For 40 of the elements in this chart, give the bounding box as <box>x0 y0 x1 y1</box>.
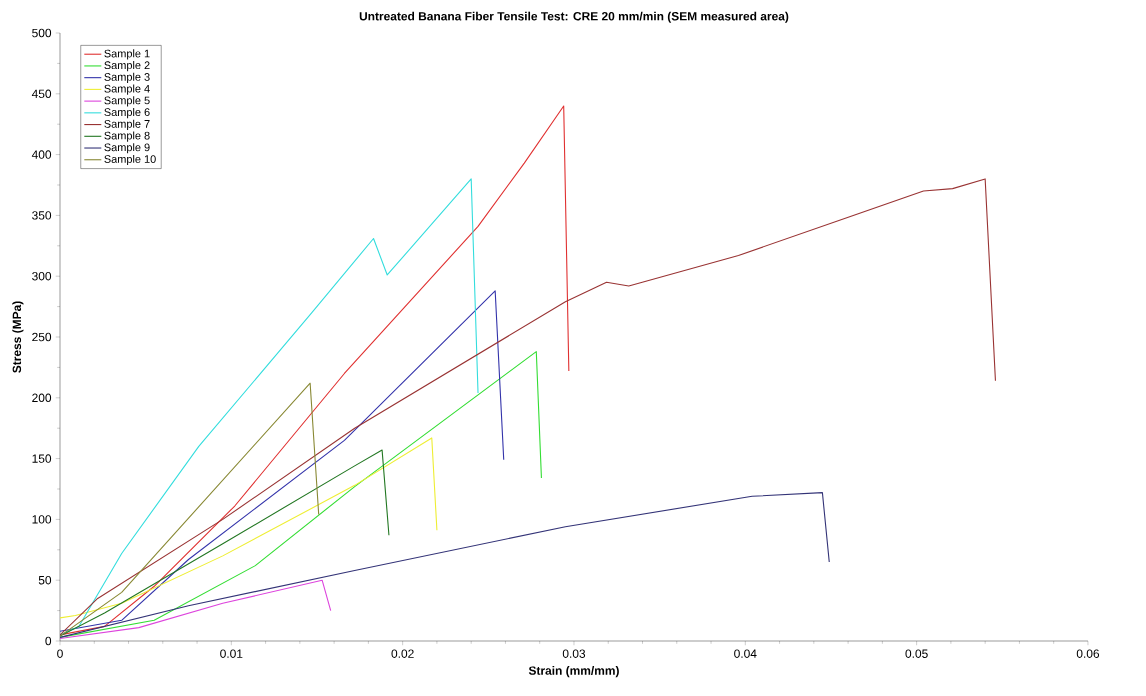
line-series <box>60 290 505 632</box>
x-tick-label: 0.02 <box>391 649 414 658</box>
line-series <box>60 492 830 638</box>
line-series <box>60 351 542 638</box>
y-tick-label: 150 <box>32 454 52 463</box>
legend-label: Sample 5 <box>104 96 150 107</box>
x-tick-label: 0.03 <box>562 649 586 658</box>
line-series <box>60 382 320 637</box>
legend-label: Sample 10 <box>104 154 156 166</box>
x-tick-label: 0.04 <box>734 649 757 658</box>
chart-title: Untreated Banana Fiber Tensile Test: CRE 20 mm/min (SEM measured area) <box>359 11 789 23</box>
y-tick-label: 450 <box>31 89 52 99</box>
y-tick-label: 250 <box>32 332 52 342</box>
x-tick-label: 0.01 <box>220 649 243 658</box>
legend-label: Sample 8 <box>104 131 150 142</box>
x-tick-label: 0 <box>57 649 63 658</box>
y-tick-label: 0 <box>45 636 52 646</box>
y-tick-label: 500 <box>32 28 52 38</box>
legend-label: Sample 9 <box>104 143 150 154</box>
y-tick-label: 200 <box>32 393 52 403</box>
y-tick-label: 400 <box>31 150 52 159</box>
legend-label: Sample 1 <box>104 49 150 60</box>
y-tick-label: 100 <box>32 515 52 524</box>
y-tick-label: 350 <box>32 211 52 220</box>
line-series <box>60 579 332 640</box>
legend-label: Sample 3 <box>104 72 150 84</box>
line-series <box>60 178 479 636</box>
line-series <box>60 178 996 636</box>
legend-label: Sample 4 <box>104 84 150 95</box>
x-axis-title: Strain (mm/mm) <box>528 666 619 678</box>
line-series <box>60 437 438 619</box>
y-axis-title: Stress (MPa) <box>12 301 24 373</box>
legend-label: Sample 2 <box>104 61 150 72</box>
x-tick-label: 0.05 <box>905 649 928 658</box>
legend-label: Sample 7 <box>104 119 150 130</box>
line-series <box>60 449 390 637</box>
y-tick-label: 50 <box>38 575 52 585</box>
legend-label: Sample 6 <box>104 107 150 119</box>
y-tick-label: 300 <box>32 271 52 281</box>
x-tick-label: 0.06 <box>1076 649 1100 658</box>
